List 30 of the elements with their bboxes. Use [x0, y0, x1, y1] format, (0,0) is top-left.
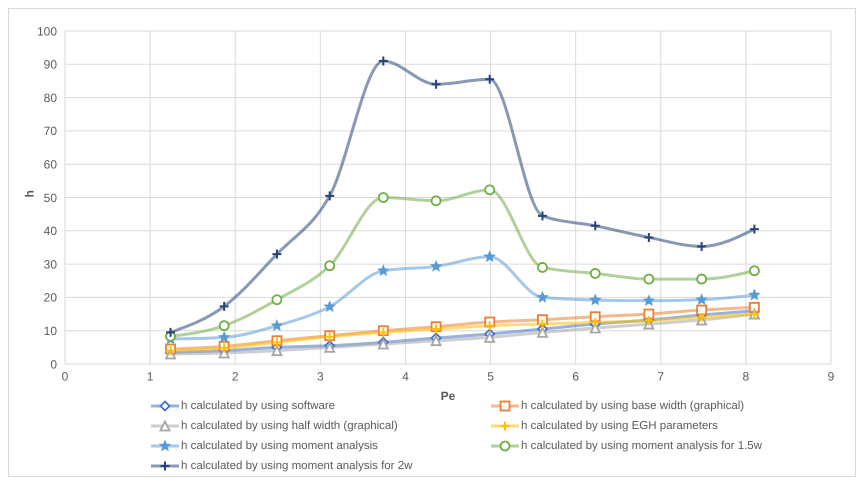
y-tick-label: 60 — [44, 157, 58, 172]
y-tick-label: 10 — [44, 324, 58, 338]
y-tick-label: 80 — [44, 90, 58, 105]
x-tick-label: 3 — [316, 370, 324, 384]
y-tick-label: 70 — [44, 124, 58, 138]
y-tick-label: 40 — [44, 224, 58, 238]
x-tick-label: 9 — [828, 370, 835, 384]
y-tick-label: 20 — [44, 290, 58, 305]
legend-label: h calculated by using half width (graphical) — [181, 420, 398, 432]
x-axis-title: Pe — [440, 389, 456, 403]
y-tick-label: 50 — [44, 190, 58, 205]
x-tick-label: 6 — [572, 370, 580, 384]
legend-label: h calculated by using base width (graphical) — [521, 400, 744, 412]
x-tick-label: 5 — [487, 370, 494, 384]
x-tick-label: 1 — [146, 370, 154, 384]
legend-label: h calculated by using moment analysis — [181, 440, 378, 452]
x-tick-label: 0 — [62, 370, 69, 384]
y-tick-label: 30 — [44, 257, 58, 272]
y-tick-label: 90 — [44, 58, 58, 72]
y-tick-label: 100 — [36, 24, 58, 38]
x-tick-label: 8 — [742, 370, 750, 384]
x-tick-label: 7 — [657, 370, 664, 384]
x-tick-label: 2 — [232, 370, 239, 384]
y-axis-title: h — [22, 190, 36, 198]
legend-label: h calculated by using moment analysis for 2w — [181, 460, 412, 472]
legend-label: h calculated by using EGH parameters — [521, 420, 718, 432]
legend-label: h calculated by using moment analysis for 1.5w — [521, 440, 762, 452]
x-tick-label: 4 — [402, 370, 410, 384]
legend-label: h calculated by using software — [181, 400, 336, 412]
y-tick-label: 0 — [50, 357, 58, 372]
